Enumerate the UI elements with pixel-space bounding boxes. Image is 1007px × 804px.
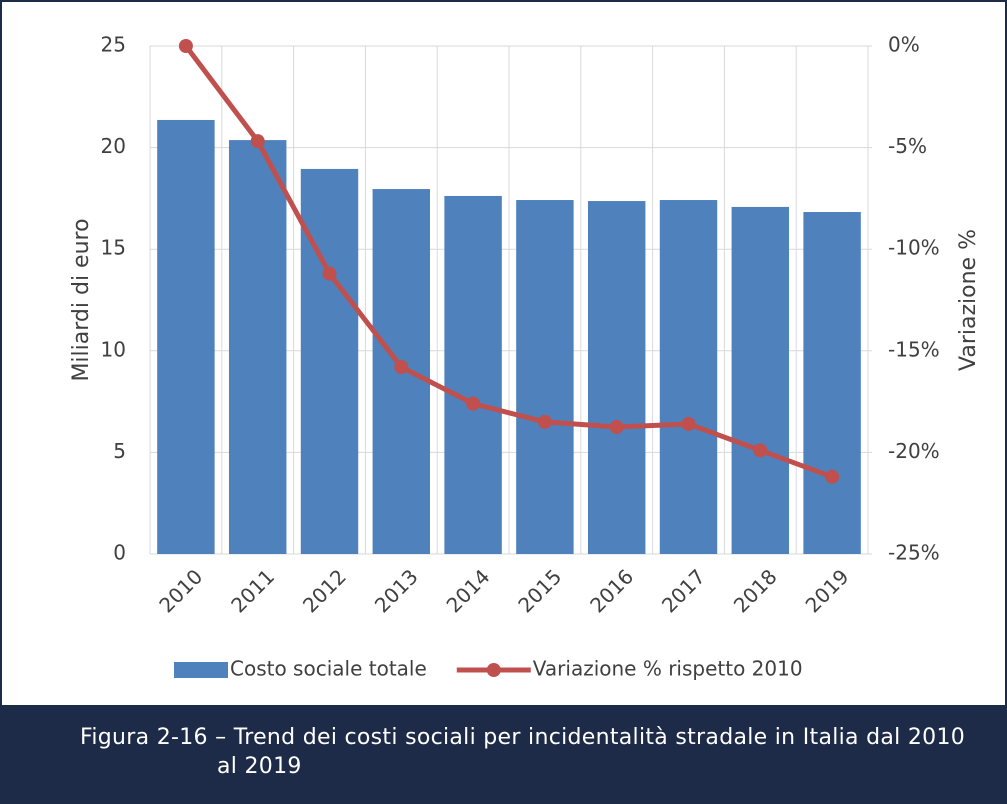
legend-swatch: [174, 662, 228, 678]
bar: [300, 168, 359, 554]
line-marker: [394, 360, 409, 375]
chart: 0 5 10 15 20 25 -25% -20% -15% -10% -5% 0% Miliardi …: [69, 33, 981, 681]
y2-tick-label: -10%: [888, 236, 940, 260]
y2-tick-label: -25%: [888, 541, 940, 565]
x-tick-label: 2012: [298, 564, 351, 617]
line-marker: [466, 396, 481, 411]
y-axis-title: Miliardi di euro: [69, 218, 94, 381]
line-marker: [250, 134, 265, 149]
y-tick-label: 20: [101, 134, 126, 158]
x-tick-label: 2015: [513, 564, 566, 617]
x-tick-label: 2017: [657, 564, 710, 617]
x-tick-label: 2016: [585, 564, 638, 617]
y-tick-label: 10: [101, 337, 126, 361]
y-tick-label: 25: [101, 33, 126, 57]
x-tick-label: 2010: [154, 564, 207, 617]
line-marker: [825, 469, 840, 484]
y2-tick-label: -15%: [888, 337, 940, 361]
bar: [731, 206, 790, 555]
line-marker: [537, 414, 552, 429]
y-tick-label: 5: [113, 439, 126, 463]
y2-tick-label: -20%: [888, 439, 940, 463]
line-marker: [681, 416, 696, 431]
x-tick-label: 2018: [729, 564, 782, 617]
x-tick-label: 2014: [442, 564, 495, 617]
line-marker: [609, 420, 624, 434]
bar: [587, 201, 646, 554]
line-marker: [178, 39, 193, 53]
y2-tick-label: 0%: [888, 33, 920, 57]
x-tick-label: 2013: [370, 564, 423, 617]
bar: [803, 212, 861, 554]
x-tick-label: 2011: [226, 564, 279, 617]
x-tick-label: 2019: [801, 564, 854, 617]
bar: [659, 200, 718, 554]
y-tick-label: 15: [101, 236, 126, 260]
legend-label: Variazione % rispetto 2010: [533, 657, 803, 681]
bar: [444, 195, 502, 554]
y-tick-label: 0: [113, 541, 126, 565]
bar: [516, 200, 574, 554]
y2-axis-title: Variazione %: [956, 229, 981, 371]
legend-swatch: [486, 663, 501, 677]
bar: [157, 119, 215, 555]
legend-label: Costo sociale totale: [230, 657, 427, 681]
line: [183, 44, 833, 480]
y2-tick-label: -5%: [888, 134, 927, 158]
bar: [228, 140, 287, 554]
line-marker: [753, 443, 768, 458]
caption: Figura 2-16 – Trend dei costi sociali pe…: [2, 705, 1005, 802]
line-marker: [322, 266, 337, 281]
